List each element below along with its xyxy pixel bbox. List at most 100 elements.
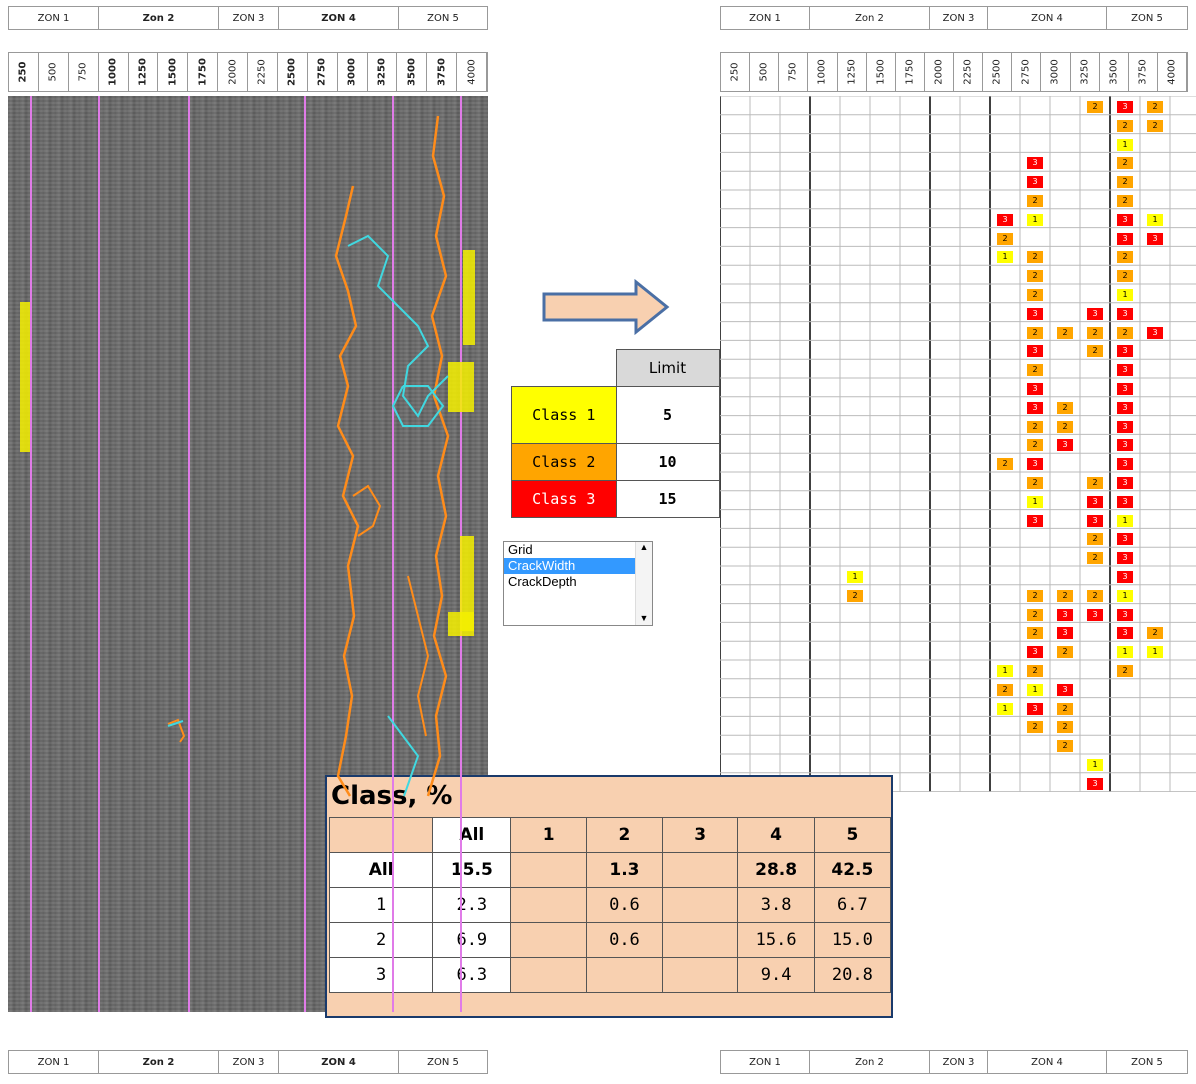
grid-cell-class-3: 3 bbox=[1140, 324, 1170, 342]
tick-label: 2500 bbox=[983, 53, 1013, 91]
grid-cell-class-2: 2 bbox=[1050, 587, 1080, 605]
list-item-grid[interactable]: Grid bbox=[508, 542, 533, 557]
grid-cell-class-1: 1 bbox=[1140, 643, 1170, 661]
zone-label: ZON 1 bbox=[9, 1051, 99, 1073]
grid-cell-class-1: 1 bbox=[1020, 493, 1050, 511]
grid-cell-class-2: 2 bbox=[1020, 418, 1050, 436]
grid-cell-class-3: 3 bbox=[1080, 512, 1110, 530]
grid-cell-value: 2 bbox=[1117, 251, 1133, 264]
tick-text: 250 bbox=[17, 61, 29, 83]
grid-cell-class-3: 3 bbox=[1020, 512, 1050, 530]
grid-cell-value: 2 bbox=[1087, 589, 1103, 602]
grid-cell-value: 2 bbox=[1147, 119, 1163, 132]
table-cell bbox=[510, 957, 587, 993]
class-1-label: Class 1 bbox=[511, 386, 617, 444]
grid-cell-class-3: 3 bbox=[1110, 455, 1140, 473]
zone-label: ZON 5 bbox=[1131, 1056, 1163, 1068]
tick-text: 1750 bbox=[904, 59, 916, 85]
grid-cell-class-2: 2 bbox=[1110, 248, 1140, 266]
tick-label: 3250 bbox=[1071, 53, 1100, 91]
grid-cell-class-2: 2 bbox=[1050, 643, 1080, 661]
grid-cell-value: 2 bbox=[1117, 157, 1133, 170]
grid-cell-class-1: 1 bbox=[1110, 587, 1140, 605]
tick-text: 1250 bbox=[846, 59, 858, 85]
grid-cell-class-2: 2 bbox=[1020, 718, 1050, 736]
tick-text: 1000 bbox=[816, 59, 828, 85]
col-header: 3 bbox=[661, 817, 739, 853]
grid-cell-class-3: 3 bbox=[990, 211, 1020, 229]
grid-cell-value: 2 bbox=[997, 232, 1013, 245]
scroll-down-icon[interactable]: ▼ bbox=[639, 613, 649, 623]
limit-header: Limit bbox=[615, 349, 720, 387]
grid-cell-class-2: 2 bbox=[990, 681, 1020, 699]
grid-cell-value: 3 bbox=[1087, 777, 1103, 790]
list-item-crackwidth[interactable]: CrackWidth bbox=[504, 558, 636, 574]
grid-cell-class-3: 3 bbox=[1080, 305, 1110, 323]
grid-cell-value: 2 bbox=[1117, 195, 1133, 207]
tick-label: 2000 bbox=[218, 53, 248, 91]
listbox-scrollbar[interactable]: ▲ ▼ bbox=[635, 542, 652, 625]
grid-cell-value: 3 bbox=[1117, 420, 1133, 433]
zone-label: ZON 3 bbox=[219, 7, 279, 29]
grid-cell-class-2: 2 bbox=[1020, 361, 1050, 379]
grid-cell-value: 2 bbox=[1027, 364, 1043, 377]
tick-label: 1000 bbox=[808, 53, 838, 91]
grid-cell-class-2: 2 bbox=[1020, 624, 1050, 642]
grid-cell-class-3: 3 bbox=[1110, 606, 1140, 624]
col-header: 4 bbox=[737, 817, 815, 853]
grid-cell-class-2: 2 bbox=[990, 230, 1020, 248]
grid-cell-class-2: 2 bbox=[1050, 718, 1080, 736]
grid-cell-value: 2 bbox=[1027, 665, 1043, 677]
table-cell: 6.9 bbox=[432, 922, 512, 958]
grid-cell-class-2: 2 bbox=[1110, 117, 1140, 135]
grid-cell-class-3: 3 bbox=[1110, 493, 1140, 511]
tick-text: 2750 bbox=[316, 58, 328, 86]
scroll-up-icon[interactable]: ▲ bbox=[639, 542, 649, 552]
table-cell: 15.0 bbox=[813, 922, 892, 958]
grid-cell-class-2: 2 bbox=[1020, 286, 1050, 304]
tick-label: 3500 bbox=[397, 53, 428, 91]
grid-cell-class-1: 1 bbox=[1020, 211, 1050, 229]
grid-cell-class-2: 2 bbox=[1080, 587, 1110, 605]
row-label: 3 bbox=[328, 957, 434, 993]
class-limit-table: Limit Class 1 5 Class 2 10 Class 3 15 bbox=[511, 349, 720, 518]
table-cell: 15.6 bbox=[737, 922, 815, 958]
grid-cell-value: 2 bbox=[1087, 533, 1103, 546]
grid-cell-value: 1 bbox=[997, 251, 1013, 264]
grid-cell-value: 3 bbox=[1027, 176, 1043, 189]
tick-text: 1500 bbox=[167, 58, 179, 86]
tick-text: 3750 bbox=[436, 58, 448, 86]
layer-listbox[interactable]: Grid CrackWidth CrackDepth ▲ ▼ bbox=[503, 541, 653, 626]
grid-cell-class-2: 2 bbox=[1020, 436, 1050, 454]
grid-cell-value: 2 bbox=[1087, 326, 1103, 339]
col-header: All bbox=[432, 817, 512, 853]
grid-cell-value: 1 bbox=[847, 571, 863, 583]
grid-cell-class-3: 3 bbox=[1110, 230, 1140, 248]
grid-cell-value: 3 bbox=[1027, 458, 1043, 471]
grid-cell-class-2: 2 bbox=[990, 455, 1020, 473]
grid-cell-value: 3 bbox=[1087, 514, 1103, 527]
grid-cell-value: 3 bbox=[1087, 608, 1103, 621]
class-3-label: Class 3 bbox=[511, 480, 617, 518]
grid-cell-class-3: 3 bbox=[1110, 474, 1140, 492]
grid-cell-class-1: 1 bbox=[1110, 286, 1140, 304]
zone-label: ZON 3 bbox=[930, 7, 988, 29]
tick-text: 2000 bbox=[227, 59, 239, 85]
grid-cell-class-3: 3 bbox=[1020, 173, 1050, 191]
tick-text: 500 bbox=[758, 62, 770, 82]
grid-cell-value: 2 bbox=[1027, 251, 1043, 264]
crack-overlay bbox=[167, 115, 450, 797]
grid-cell-value: 3 bbox=[1027, 157, 1043, 170]
grid-cell-class-1: 1 bbox=[1140, 211, 1170, 229]
zone-label: Zon 2 bbox=[99, 1051, 219, 1073]
grid-cell-value: 2 bbox=[997, 683, 1013, 696]
grid-cell-value: 1 bbox=[1087, 759, 1103, 771]
grid-cell-class-3: 3 bbox=[1050, 606, 1080, 624]
grid-cell-value: 2 bbox=[1057, 721, 1073, 734]
marking-paint bbox=[20, 302, 30, 452]
grid-cell-class-3: 3 bbox=[1110, 342, 1140, 360]
grid-cell-class-3: 3 bbox=[1050, 681, 1080, 699]
grid-cell-class-2: 2 bbox=[1110, 267, 1140, 285]
list-item-crackdepth[interactable]: CrackDepth bbox=[508, 574, 577, 589]
grid-cell-class-3: 3 bbox=[1110, 399, 1140, 417]
